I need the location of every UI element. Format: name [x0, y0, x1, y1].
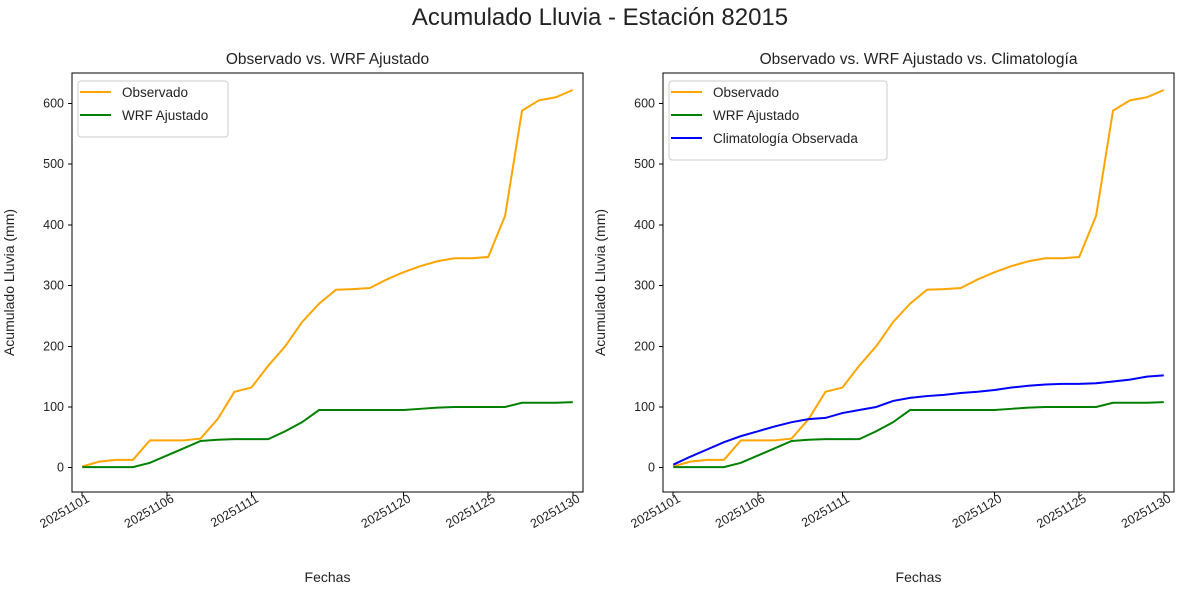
- svg-text:20251130: 20251130: [1119, 491, 1173, 530]
- svg-text:20251101: 20251101: [628, 491, 682, 530]
- svg-text:200: 200: [43, 339, 64, 353]
- svg-text:Acumulado Lluvia (mm): Acumulado Lluvia (mm): [592, 209, 608, 356]
- svg-text:600: 600: [43, 96, 64, 110]
- svg-text:20251106: 20251106: [713, 491, 767, 530]
- svg-text:Observado: Observado: [122, 85, 188, 100]
- svg-text:20251106: 20251106: [122, 491, 176, 530]
- svg-text:500: 500: [634, 157, 655, 171]
- svg-text:20251111: 20251111: [799, 491, 852, 530]
- svg-text:20251111: 20251111: [208, 491, 261, 530]
- svg-text:Observado: Observado: [713, 85, 779, 100]
- svg-text:Acumulado Lluvia (mm): Acumulado Lluvia (mm): [1, 209, 17, 356]
- svg-text:Fechas: Fechas: [896, 569, 942, 585]
- svg-text:Fechas: Fechas: [305, 569, 351, 585]
- svg-text:300: 300: [43, 279, 64, 293]
- svg-text:Observado vs. WRF Ajustado vs.: Observado vs. WRF Ajustado vs. Climatolo…: [760, 51, 1078, 68]
- svg-text:Observado vs. WRF Ajustado: Observado vs. WRF Ajustado: [226, 51, 429, 68]
- svg-text:0: 0: [57, 461, 64, 475]
- svg-text:20251101: 20251101: [37, 491, 91, 530]
- svg-text:100: 100: [634, 400, 655, 414]
- svg-text:20251125: 20251125: [443, 491, 497, 530]
- svg-text:500: 500: [43, 157, 64, 171]
- svg-text:200: 200: [634, 339, 655, 353]
- svg-text:300: 300: [634, 279, 655, 293]
- svg-text:WRF Ajustado: WRF Ajustado: [122, 108, 208, 123]
- svg-text:400: 400: [634, 218, 655, 232]
- svg-text:100: 100: [43, 400, 64, 414]
- svg-text:20251120: 20251120: [359, 491, 413, 530]
- svg-text:20251130: 20251130: [528, 491, 582, 530]
- svg-text:400: 400: [43, 218, 64, 232]
- svg-text:WRF Ajustado: WRF Ajustado: [713, 108, 799, 123]
- svg-text:600: 600: [634, 96, 655, 110]
- svg-text:20251120: 20251120: [950, 491, 1004, 530]
- svg-text:20251125: 20251125: [1034, 491, 1088, 530]
- svg-text:0: 0: [648, 461, 655, 475]
- svg-text:Climatología Observada: Climatología Observada: [713, 131, 858, 146]
